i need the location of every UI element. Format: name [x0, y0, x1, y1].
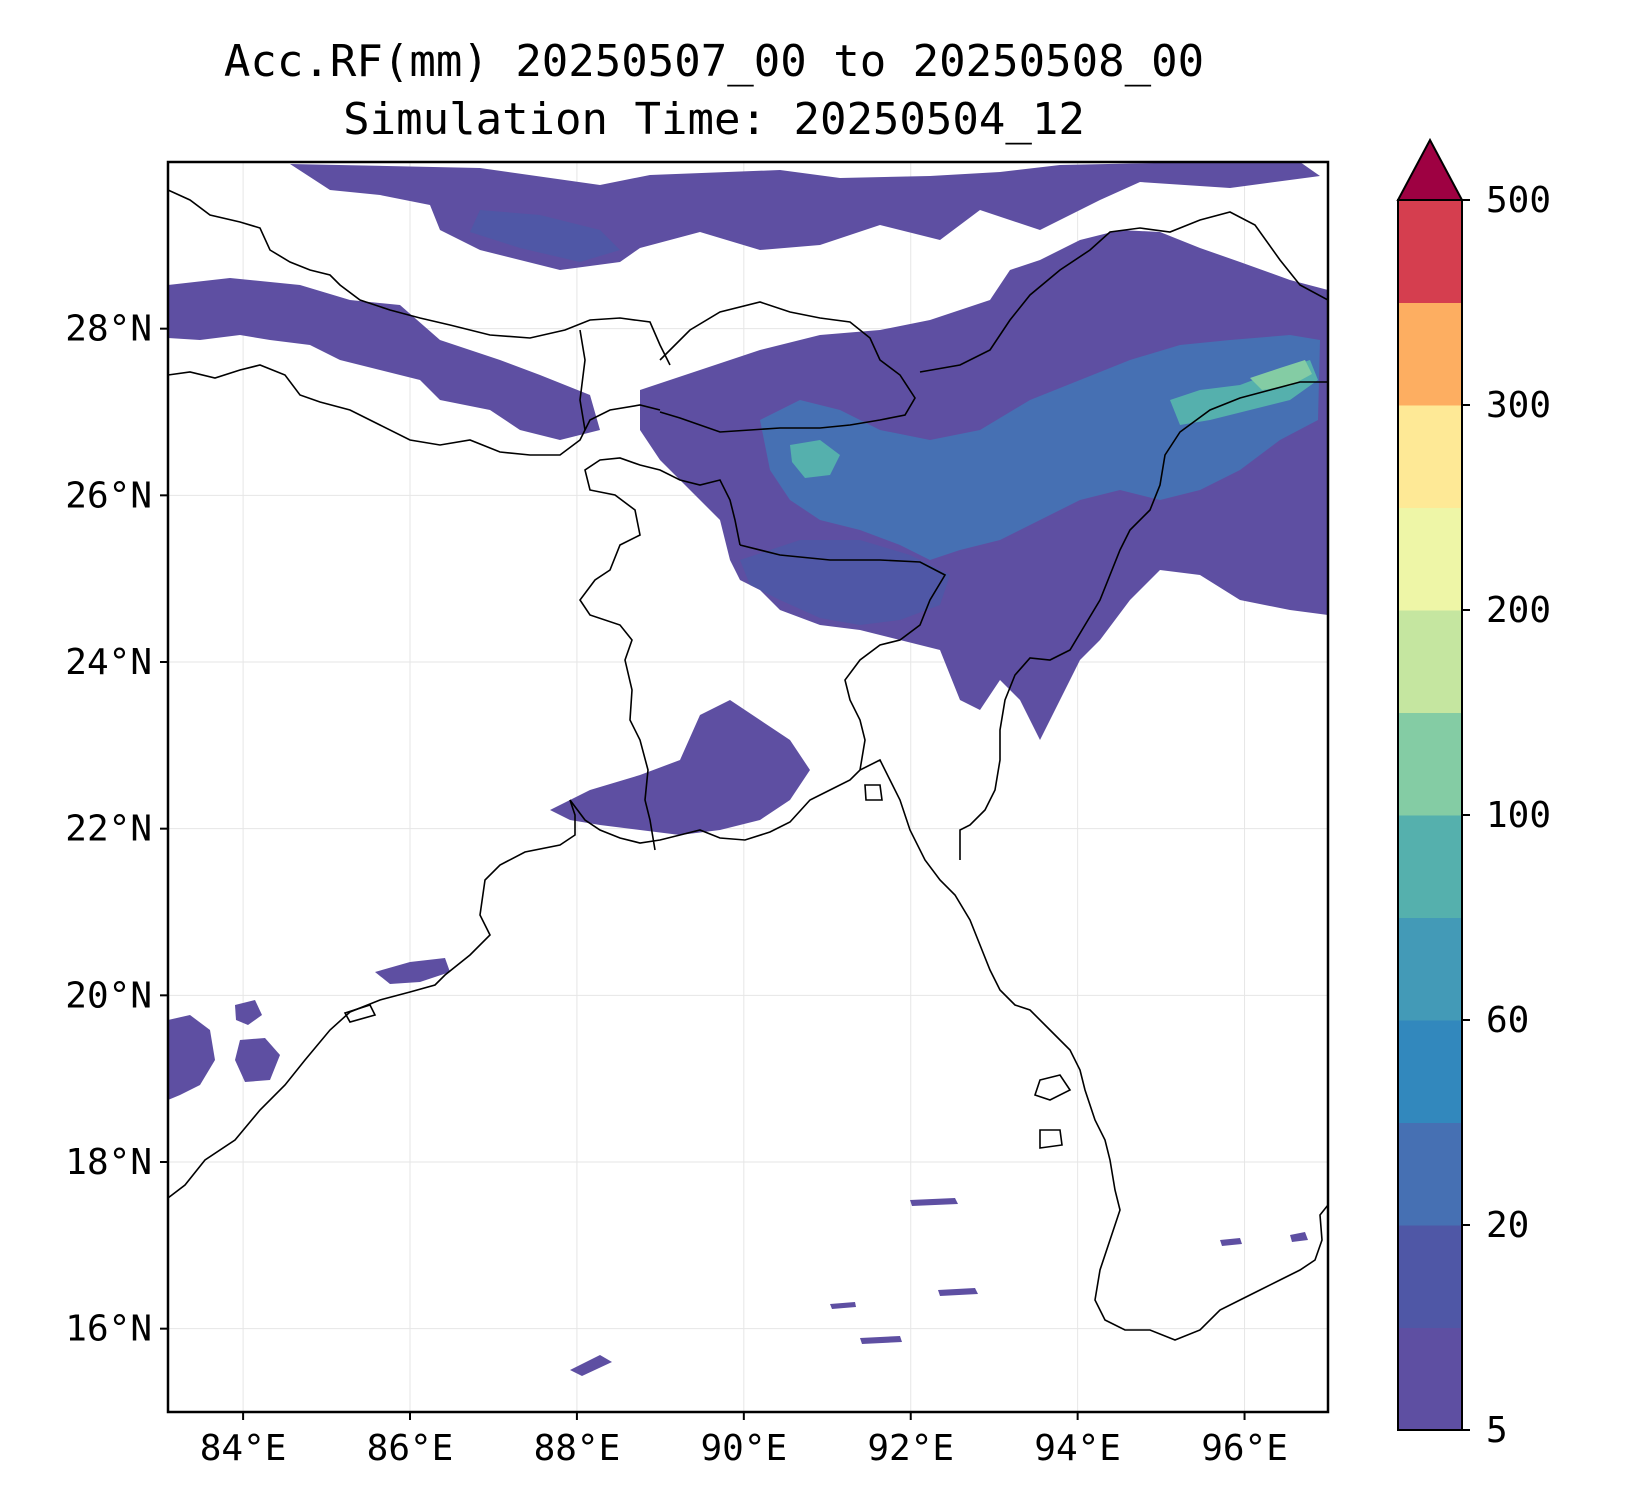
colorbar: 5 20 60 100 200 300 500: [1396, 137, 1551, 1451]
lat-tick-label: 26°N: [65, 475, 152, 516]
lat-tick-label: 16°N: [65, 1309, 152, 1350]
border-arunachal: [919, 211, 1328, 373]
lat-tick-label: 18°N: [65, 1142, 152, 1183]
map-frame: [166, 160, 1330, 1414]
lon-tick-label: 94°E: [1034, 1428, 1121, 1469]
coastline-india-east: [168, 799, 576, 1199]
rain-area-bay-1: [910, 1198, 958, 1206]
rain-area-bay-4: [570, 1355, 612, 1376]
colorbar-segment: [1398, 712, 1462, 816]
colorbar-segment: [1398, 1020, 1462, 1123]
colorbar-tick-label: 100: [1486, 795, 1551, 836]
rain-area-bay-7: [1220, 1238, 1242, 1246]
colorbar-segment: [1398, 1122, 1462, 1226]
colorbar-tick-label: 5: [1486, 1410, 1508, 1451]
colorbar-segment: [1398, 1225, 1462, 1328]
rain-area-bay-3: [860, 1336, 902, 1344]
colorbar-segment: [1398, 1327, 1462, 1431]
colorbar-segment: [1398, 917, 1462, 1021]
rain-area-northeast-heavy-3: [1250, 360, 1312, 390]
colorbar-tick-label: 20: [1486, 1205, 1529, 1246]
latitude-axis: 16°N 18°N 20°N 22°N 24°N 26°N 28°N: [65, 309, 168, 1350]
lat-tick-label: 24°N: [65, 642, 152, 683]
lon-tick-label: 86°E: [367, 1428, 454, 1469]
colorbar-tick-label: 200: [1486, 590, 1551, 631]
rain-area-odisha-3: [235, 1038, 280, 1082]
longitude-axis: 84°E 86°E 88°E 90°E 92°E 94°E 96°E: [200, 1412, 1288, 1469]
lat-tick-label: 22°N: [65, 809, 152, 850]
colorbar-segment: [1398, 302, 1462, 406]
lon-tick-label: 88°E: [534, 1428, 621, 1469]
rain-area-sundarbans: [550, 700, 810, 835]
rain-area-bay-2: [938, 1288, 978, 1296]
border-nepal-west: [579, 329, 586, 431]
rain-area-northeast-core: [760, 335, 1320, 560]
border-myanmar-india: [959, 381, 1328, 860]
border-bangladesh-west: [579, 457, 741, 851]
island-4: [343, 1004, 377, 1023]
lon-tick-label: 90°E: [700, 1428, 787, 1469]
map-title: Acc.RF(mm) 20250507_00 to 20250508_00: [223, 36, 1205, 87]
island-3: [864, 784, 883, 801]
map-subtitle: Simulation Time: 20250504_12: [343, 94, 1085, 145]
border-nepal-india-south: [168, 364, 661, 456]
island-1: [1033, 1074, 1072, 1101]
rain-area-odisha-2: [168, 1015, 215, 1100]
colorbar-tick-label: 60: [1486, 1000, 1529, 1041]
lon-tick-label: 96°E: [1201, 1428, 1288, 1469]
rain-area-bay-6: [1290, 1232, 1308, 1242]
lon-tick-label: 92°E: [867, 1428, 954, 1469]
colorbar-segment: [1398, 507, 1462, 611]
colorbar-segment: [1398, 200, 1462, 303]
lon-tick-label: 84°E: [200, 1428, 287, 1469]
colorbar-extend-max: [1396, 137, 1464, 201]
rainfall-fields: [168, 162, 1328, 1376]
border-bangladesh-east: [739, 544, 947, 771]
island-2: [1039, 1129, 1063, 1149]
colorbar-tick-label: 500: [1486, 180, 1551, 221]
lat-tick-label: 28°N: [65, 309, 152, 350]
colorbar-tick-label: 300: [1486, 385, 1551, 426]
coastline-bangladesh: [569, 758, 1328, 1341]
rain-area-tibet-streak: [470, 210, 620, 262]
border-tibet-nepal: [168, 189, 671, 366]
colorbar-segment: [1398, 815, 1462, 918]
rain-area-bay-5: [830, 1302, 856, 1309]
lat-tick-label: 20°N: [65, 975, 152, 1016]
border-bhutan: [659, 301, 916, 433]
rain-area-northeast-heavy: [790, 440, 840, 478]
colorbar-segment: [1398, 610, 1462, 713]
rain-area-odisha-1: [375, 958, 450, 984]
coastlines: [168, 189, 1328, 1341]
colorbar-segment: [1398, 405, 1462, 508]
rain-area-odisha-4: [235, 1000, 262, 1025]
rain-area-nepal: [168, 278, 600, 440]
